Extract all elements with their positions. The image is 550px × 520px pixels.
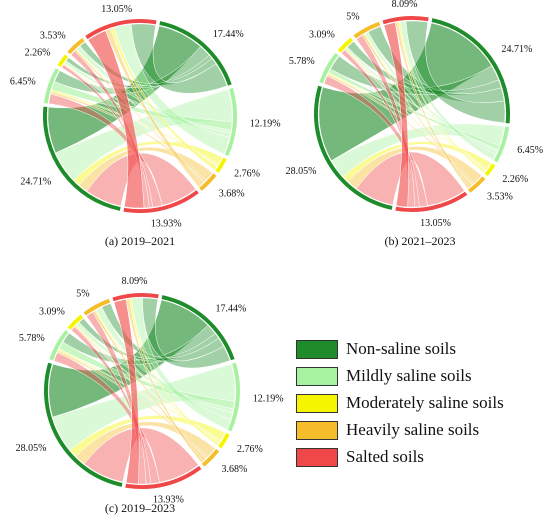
sector-arc xyxy=(67,314,83,330)
legend-swatch xyxy=(296,420,338,440)
sector-label: 17.44% xyxy=(213,29,244,40)
sector-arc xyxy=(125,465,202,489)
sector-arc xyxy=(353,21,381,39)
sector-label: 2.76% xyxy=(234,169,260,180)
chord-panel-c: 17.44% 12.19% 2.76% 3.68% 13.93% 28.05% 5.78% 3… xyxy=(16,276,284,515)
chord-ribbon xyxy=(383,22,409,208)
sector-arc xyxy=(484,163,496,177)
legend: Non-saline soils Mildly saline soils Mod… xyxy=(296,336,546,471)
sector-label: 12.19% xyxy=(253,394,284,405)
sector-arc xyxy=(83,298,111,316)
sector-label: 24.71% xyxy=(502,44,533,55)
panel-caption: (a) 2019–2021 xyxy=(105,234,175,248)
sector-label: 2.76% xyxy=(237,444,263,455)
sector-arc xyxy=(49,329,69,361)
sector-label: 5.78% xyxy=(19,333,45,344)
sector-arc xyxy=(85,19,157,40)
legend-item: Salted soils xyxy=(296,444,546,470)
sector-arc xyxy=(112,293,159,302)
sector-label: 3.09% xyxy=(309,30,335,41)
sector-label: 5.78% xyxy=(289,56,315,67)
sector-arc xyxy=(57,54,69,68)
sector-arc xyxy=(218,433,230,449)
legend-item: Mildly saline soils xyxy=(296,363,546,389)
legend-item: Moderately saline soils xyxy=(296,390,546,416)
sector-label: 28.05% xyxy=(286,166,317,177)
legend-swatch xyxy=(296,366,338,386)
sector-label: 13.05% xyxy=(420,218,451,229)
legend-swatch xyxy=(296,447,338,467)
sector-arc xyxy=(199,173,217,191)
sector-arc xyxy=(337,37,353,53)
sector-label: 8.09% xyxy=(122,276,148,287)
sector-label: 13.93% xyxy=(153,494,184,505)
chord-panel-a: 17.44% 12.19% 2.76% 3.68% 13.93% 24.71% 6.45% 2… xyxy=(10,4,281,248)
legend-swatch xyxy=(296,393,338,413)
sector-label: 5% xyxy=(346,12,359,23)
sector-label: 2.26% xyxy=(25,48,51,59)
sector-label: 6.45% xyxy=(10,76,36,87)
sector-label: 12.19% xyxy=(250,119,281,130)
sector-label: 2.26% xyxy=(502,174,528,185)
sector-label: 28.05% xyxy=(16,443,47,454)
legend-label: Non-saline soils xyxy=(346,339,457,358)
legend-label: Salted soils xyxy=(346,447,424,466)
sector-label: 3.53% xyxy=(40,30,66,41)
sector-label: 24.71% xyxy=(20,177,51,188)
sector-arc xyxy=(215,157,227,173)
sector-arc xyxy=(67,38,85,55)
panel-caption: (c) 2019–2023 xyxy=(105,501,175,515)
sector-label: 3.53% xyxy=(487,191,513,202)
sector-arc xyxy=(224,87,238,156)
sector-label: 6.45% xyxy=(517,145,543,156)
chord-ribbon xyxy=(113,299,140,485)
sector-label: 8.09% xyxy=(392,0,418,10)
sector-arc xyxy=(395,191,468,212)
chord-panel-b: 24.71% 6.45% 2.26% 3.53% 13.05% 28.05% 5.78% 3.… xyxy=(286,0,543,248)
sector-arc xyxy=(201,449,220,467)
sector-label: 3.68% xyxy=(219,188,245,199)
sector-arc xyxy=(42,106,121,211)
chord-ribbon xyxy=(87,30,145,209)
sector-arc xyxy=(227,362,240,432)
legend-label: Moderately saline soils xyxy=(346,393,504,412)
sector-label: 5% xyxy=(76,289,89,300)
sector-arc xyxy=(467,176,486,193)
sector-arc xyxy=(431,18,511,124)
sector-label: 13.05% xyxy=(101,4,132,15)
sector-label: 3.09% xyxy=(39,307,65,318)
sector-arc xyxy=(493,126,510,163)
panel-caption: (b) 2021–2023 xyxy=(385,234,456,248)
sector-label: 17.44% xyxy=(216,303,247,314)
sector-arc xyxy=(382,16,429,25)
sector-arc xyxy=(43,68,59,104)
legend-item: Non-saline soils xyxy=(296,336,546,362)
legend-label: Mildly saline soils xyxy=(346,366,472,385)
legend-swatch xyxy=(296,339,338,359)
legend-item: Heavily saline soils xyxy=(296,417,546,443)
sector-arc xyxy=(319,52,339,84)
sector-label: 13.93% xyxy=(151,218,182,229)
legend-label: Heavily saline soils xyxy=(346,420,480,439)
sector-label: 3.68% xyxy=(221,464,247,475)
sector-arc xyxy=(123,190,199,213)
